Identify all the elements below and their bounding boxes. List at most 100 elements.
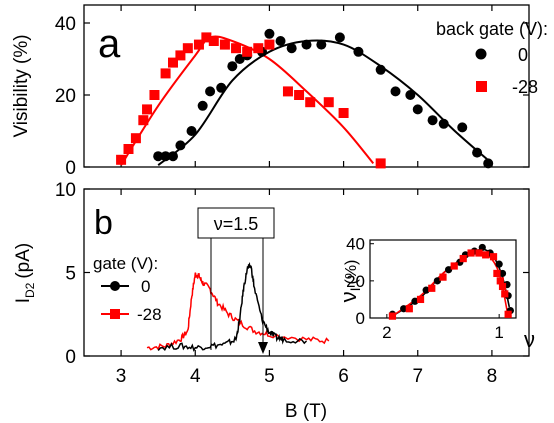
inset-xlabel: ν <box>524 327 535 352</box>
a-point-neg28 <box>160 68 171 79</box>
inset-point-0 <box>478 243 486 252</box>
panel-a-ticks: 0 20 40 <box>55 5 529 179</box>
inset-point-neg28 <box>489 253 498 261</box>
a-point-0 <box>153 151 164 162</box>
inset-ylabel-text: νI (%) <box>336 260 363 303</box>
a-point-neg28 <box>338 108 349 118</box>
a-point-0 <box>216 82 227 93</box>
panel-b-legend: gate (V): 0 -28 <box>93 254 162 324</box>
inset-ylabel-sub: I <box>347 288 363 292</box>
a-point-0 <box>301 39 312 50</box>
a-point-neg28 <box>116 154 127 165</box>
a-point-0 <box>457 122 468 133</box>
inset-point-neg28 <box>498 282 507 291</box>
a-point-0 <box>186 126 197 136</box>
b-xtick-label: 8 <box>487 366 498 387</box>
a-fit-curve-neg28 <box>120 35 375 166</box>
legend-a-marker-28 <box>476 81 487 92</box>
a-point-0 <box>412 104 423 115</box>
a-point-neg28 <box>149 90 160 100</box>
inset-point-0 <box>400 305 408 313</box>
nu-annotation-arrowhead <box>258 342 268 354</box>
a-point-neg28 <box>130 133 141 144</box>
panel-a: 0 20 40 a Visibility (%) back gate (V): 0 … <box>11 4 548 179</box>
b-ytick-label: 10 <box>55 180 76 201</box>
a-point-neg28 <box>242 46 253 57</box>
b-ytick-label: 5 <box>65 264 76 285</box>
b-xtick-label: 7 <box>412 366 423 387</box>
panel-a-ylabel: Visibility (%) <box>11 34 32 137</box>
inset-point-0 <box>498 269 507 278</box>
legend-b-marker-28 <box>110 309 120 319</box>
inset-ytick-label: 0 <box>356 309 365 328</box>
legend-a-label-0: 0 <box>518 45 528 65</box>
panel-b-traces <box>146 261 330 352</box>
inset-point-neg28 <box>467 249 475 257</box>
panel-b-ticks: 3 4 5 6 7 8 0 5 10 <box>55 180 529 387</box>
inset-point-neg28 <box>493 269 501 278</box>
a-point-neg28 <box>231 43 242 54</box>
nu-annotation-label: ν=1.5 <box>214 214 259 234</box>
inset-point-neg28 <box>405 305 413 313</box>
inset-point-neg28 <box>388 312 397 320</box>
a-point-0 <box>275 36 286 46</box>
a-point-0 <box>160 151 171 162</box>
panel-b-ylabel: ID2 (pA) <box>13 243 37 304</box>
inset-point-neg28 <box>504 310 512 318</box>
inset-ticks: 2 1 0 20 40 <box>346 235 504 342</box>
b-trace-neg28 <box>146 272 330 351</box>
a-point-neg28 <box>253 43 264 54</box>
panel-b-xlabel: B (T) <box>285 401 327 422</box>
legend-b-label-28: -28 <box>137 305 162 324</box>
inset-point-0 <box>422 286 430 294</box>
a-point-neg28 <box>323 97 334 108</box>
b-xtick-label: 5 <box>264 366 275 387</box>
inset-point-neg28 <box>439 273 447 281</box>
panel-a-markers <box>116 28 494 169</box>
a-point-neg28 <box>264 39 275 50</box>
panel-a-legend: back gate (V): 0 -28 <box>436 19 548 97</box>
a-point-0 <box>227 61 238 72</box>
inset-xtick-label: 2 <box>382 323 391 342</box>
inset-markers <box>388 243 514 320</box>
a-point-neg28 <box>123 144 134 154</box>
a-point-neg28 <box>201 32 212 43</box>
a-point-neg28 <box>282 86 293 97</box>
a-point-neg28 <box>138 115 149 126</box>
inset-point-neg28 <box>475 249 483 257</box>
inset-point-neg28 <box>496 277 504 285</box>
panel-a-frame <box>83 4 530 168</box>
b-xtick-label: 3 <box>116 366 127 387</box>
nu-annotation-box <box>197 207 275 239</box>
inset-point-0 <box>433 277 441 285</box>
b-xtick-label: 6 <box>338 366 349 387</box>
inset-ytick-label: 40 <box>346 235 365 254</box>
legend-a-label-28: -28 <box>512 77 538 97</box>
a-point-0 <box>168 151 178 162</box>
a-point-0 <box>472 147 483 158</box>
nu-annotation: ν=1.5 <box>197 207 275 354</box>
a-point-neg28 <box>294 90 305 100</box>
inset-ylabel: νI (%) <box>336 260 363 303</box>
a-point-0 <box>205 86 216 97</box>
a-point-0 <box>197 100 208 111</box>
a-point-neg28 <box>375 158 386 169</box>
a-point-neg28 <box>208 36 219 46</box>
legend-b-marker-0 <box>110 281 120 291</box>
panel-b-ylabel-text: ID2 (pA) <box>13 243 37 304</box>
inset-point-0 <box>411 297 419 305</box>
a-point-0 <box>375 64 386 75</box>
inset-point-neg28 <box>450 262 458 270</box>
a-point-neg28 <box>168 57 178 68</box>
inset-point-0 <box>495 260 503 268</box>
a-point-0 <box>427 115 438 126</box>
inset-ytick-label: 20 <box>346 272 365 291</box>
legend-b-title: gate (V): <box>93 254 158 273</box>
inset-ylabel-unit: (%) <box>343 260 360 285</box>
inset-point-neg28 <box>501 290 509 298</box>
panel-b-label: b <box>94 204 113 242</box>
b-xtick-label: 4 <box>190 366 201 387</box>
a-ytick-label: 0 <box>65 158 76 179</box>
a-point-0 <box>438 118 449 129</box>
inset-ylabel-main: ν <box>336 291 361 302</box>
